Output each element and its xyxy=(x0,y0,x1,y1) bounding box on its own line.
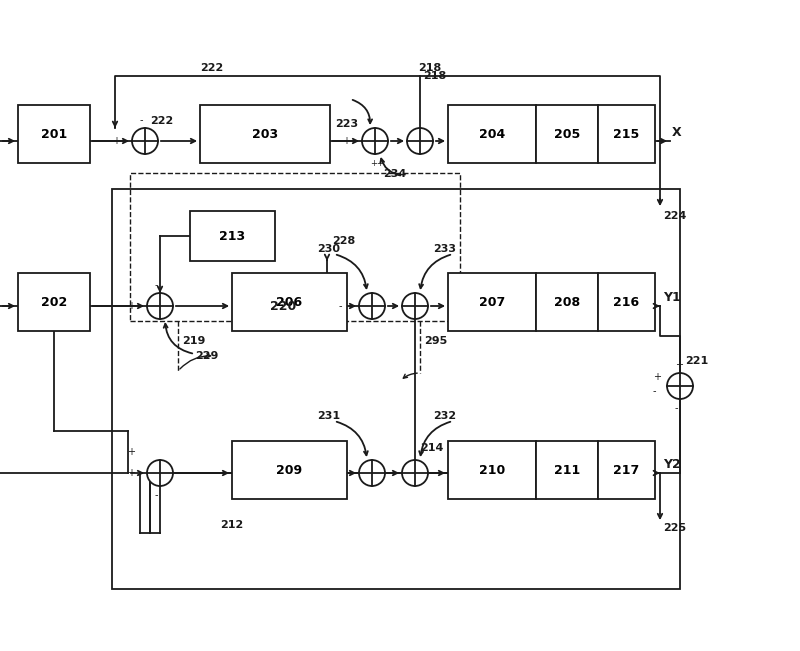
Bar xyxy=(598,273,655,331)
Bar xyxy=(18,273,90,331)
Bar xyxy=(536,273,598,331)
Text: +: + xyxy=(127,447,135,457)
Text: 218: 218 xyxy=(423,71,446,81)
Text: 225: 225 xyxy=(663,523,686,533)
Circle shape xyxy=(147,460,173,486)
Bar xyxy=(598,105,655,163)
Text: Y1: Y1 xyxy=(663,291,681,304)
Text: 218: 218 xyxy=(418,63,442,73)
Text: 205: 205 xyxy=(554,128,580,141)
Text: 206: 206 xyxy=(277,296,302,309)
Text: -: - xyxy=(155,280,158,290)
Bar xyxy=(232,441,347,499)
Bar xyxy=(112,189,680,589)
Text: ++: ++ xyxy=(370,159,384,168)
Text: -: - xyxy=(653,386,657,396)
Bar xyxy=(448,105,536,163)
Text: 201: 201 xyxy=(41,128,67,141)
Bar xyxy=(130,173,460,321)
Text: 212: 212 xyxy=(220,520,243,530)
Text: -: - xyxy=(155,490,158,500)
Circle shape xyxy=(407,128,433,154)
Text: 208: 208 xyxy=(554,296,580,309)
Bar xyxy=(200,105,330,163)
Text: +: + xyxy=(342,136,350,146)
Text: +: + xyxy=(127,468,135,478)
Text: 232: 232 xyxy=(433,411,456,421)
Bar xyxy=(232,273,347,331)
Text: 213: 213 xyxy=(219,230,246,243)
Text: 202: 202 xyxy=(41,296,67,309)
Text: X: X xyxy=(672,126,682,139)
Text: 209: 209 xyxy=(277,464,302,477)
Text: 233: 233 xyxy=(433,244,456,254)
Text: +: + xyxy=(112,136,120,146)
Bar xyxy=(536,105,598,163)
Text: +: + xyxy=(653,372,661,382)
Text: -: - xyxy=(339,301,342,311)
Text: 229: 229 xyxy=(195,351,218,361)
Bar xyxy=(598,441,655,499)
Text: 211: 211 xyxy=(554,464,580,477)
Text: 230: 230 xyxy=(317,244,340,254)
Bar xyxy=(448,273,536,331)
Text: 221: 221 xyxy=(685,356,708,366)
Bar xyxy=(190,211,275,261)
Bar xyxy=(448,441,536,499)
Circle shape xyxy=(667,373,693,399)
Text: -: - xyxy=(140,115,143,125)
Circle shape xyxy=(147,293,173,319)
Text: 220: 220 xyxy=(270,300,296,313)
Text: 228: 228 xyxy=(332,236,355,246)
Text: 222: 222 xyxy=(150,116,174,126)
Text: 234: 234 xyxy=(383,169,406,179)
Text: 222: 222 xyxy=(200,63,223,73)
Text: 210: 210 xyxy=(479,464,505,477)
Text: 217: 217 xyxy=(614,464,640,477)
Text: +: + xyxy=(127,301,135,311)
Text: Y2: Y2 xyxy=(663,458,681,471)
Text: 219: 219 xyxy=(182,336,206,346)
Text: 214: 214 xyxy=(420,443,443,453)
Text: 204: 204 xyxy=(479,128,505,141)
Circle shape xyxy=(359,293,385,319)
Text: 231: 231 xyxy=(317,411,340,421)
Text: 224: 224 xyxy=(663,211,686,221)
Circle shape xyxy=(132,128,158,154)
Circle shape xyxy=(402,293,428,319)
Text: 203: 203 xyxy=(252,128,278,141)
Circle shape xyxy=(362,128,388,154)
Bar xyxy=(18,105,90,163)
Text: +: + xyxy=(675,360,683,370)
Text: 216: 216 xyxy=(614,296,639,309)
Text: 295: 295 xyxy=(424,336,447,346)
Text: 223: 223 xyxy=(335,119,358,129)
Circle shape xyxy=(402,460,428,486)
Text: 215: 215 xyxy=(614,128,640,141)
Text: -: - xyxy=(675,403,678,413)
Circle shape xyxy=(359,460,385,486)
Bar xyxy=(536,441,598,499)
Text: 207: 207 xyxy=(479,296,505,309)
